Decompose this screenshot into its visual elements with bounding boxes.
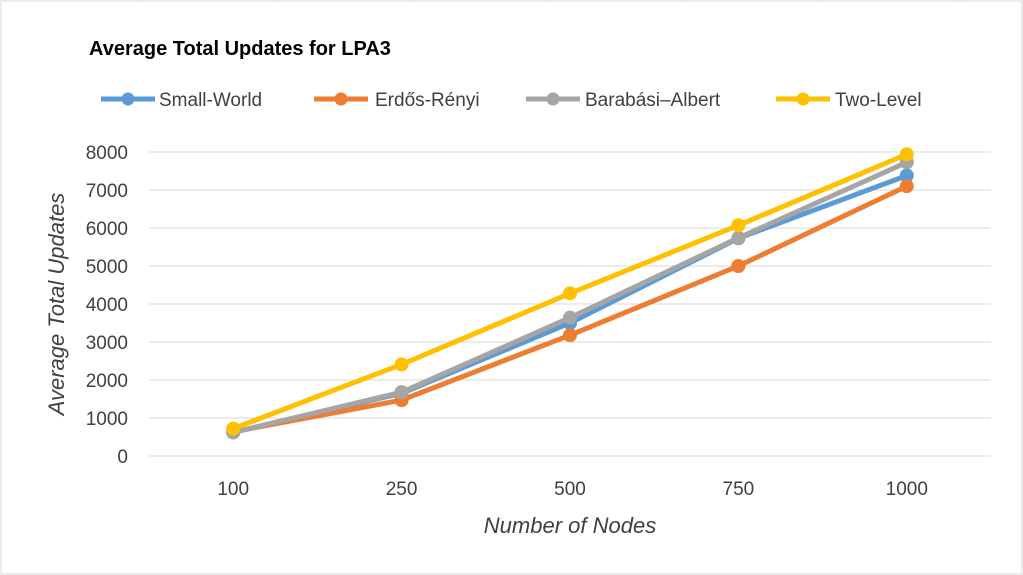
data-point-3-750[interactable]: [731, 230, 746, 245]
data-point-4-1000[interactable]: [899, 147, 914, 162]
series-4: [226, 147, 914, 436]
y-tick-label-7000: 7000: [86, 181, 128, 202]
y-axis-ticks: 0 1000 2000 3000 4000 5000 6000 7000 8000: [86, 143, 128, 468]
y-tick-label-6000: 6000: [86, 219, 128, 240]
y-axis-title: Average Total Updates: [44, 193, 69, 418]
x-tick-label-750: 750: [723, 479, 755, 500]
data-point-4-250[interactable]: [394, 357, 409, 372]
data-point-2-1000[interactable]: [899, 179, 914, 194]
y-tick-label-5000: 5000: [86, 257, 128, 278]
legend-marker-dot-3: [546, 92, 560, 106]
legend-label-1: Small-World: [159, 90, 262, 111]
data-point-4-750[interactable]: [731, 218, 746, 233]
legend-label-2: Erdős-Rényi: [375, 90, 480, 111]
x-tick-label-500: 500: [554, 479, 586, 500]
data-point-2-500[interactable]: [563, 328, 577, 343]
x-tick-label-1000: 1000: [886, 479, 928, 500]
legend-marker-dot-1: [121, 92, 135, 106]
data-point-4-500[interactable]: [563, 286, 577, 301]
x-axis-title: Number of Nodes: [484, 513, 656, 538]
legend-marker-dot-4: [796, 92, 810, 106]
legend-label-4: Two-Level: [835, 90, 922, 111]
data-point-2-750[interactable]: [731, 259, 746, 273]
legend-item-2: Erdős-Rényi: [314, 90, 480, 111]
data-point-1-1000[interactable]: [899, 168, 914, 183]
y-tick-label-0: 0: [117, 447, 128, 468]
data-point-3-500[interactable]: [563, 310, 577, 325]
x-axis-ticks: 100 250 500 750 1000: [217, 479, 928, 500]
plot-gridlines: [149, 151, 991, 457]
legend-label-3: Barabási–Albert: [585, 90, 721, 111]
legend-item-1: Small-World: [101, 90, 262, 111]
y-tick-label-8000: 8000: [86, 143, 128, 164]
y-tick-label-2000: 2000: [86, 371, 128, 392]
y-tick-label-4000: 4000: [86, 295, 128, 316]
y-tick-label-3000: 3000: [86, 333, 128, 354]
legend-item-3: Barabási–Albert: [526, 90, 721, 111]
data-point-4-100[interactable]: [226, 421, 241, 436]
chart-title: Average Total Updates for LPA3: [89, 38, 391, 60]
plot-area: [226, 147, 914, 440]
legend-item-4: Two-Level: [776, 90, 922, 111]
data-point-3-250[interactable]: [394, 385, 409, 400]
y-tick-label-1000: 1000: [86, 409, 128, 430]
x-tick-label-100: 100: [217, 479, 249, 500]
legend: Small-World Erdős-Rényi Barabási–Albert …: [101, 90, 922, 111]
legend-marker-dot-2: [334, 92, 348, 106]
x-tick-label-250: 250: [386, 479, 418, 500]
